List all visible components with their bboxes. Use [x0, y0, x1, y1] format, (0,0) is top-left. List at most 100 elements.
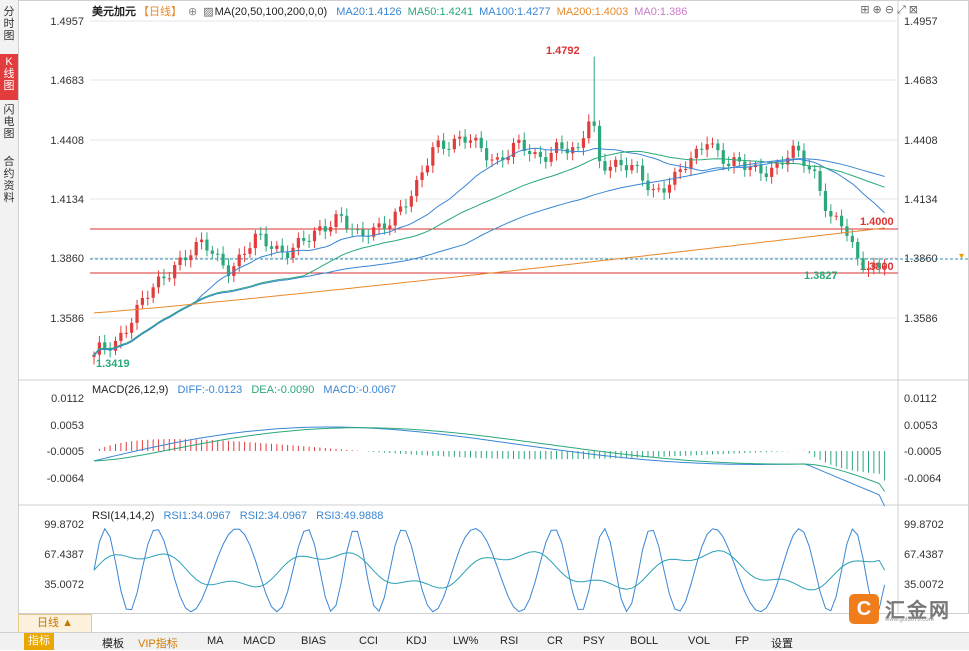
candle-body [571, 147, 575, 154]
candle-body [721, 150, 725, 164]
indicator-2[interactable]: VIP指标 [138, 638, 178, 650]
y-tick-left: 1.4683 [50, 75, 84, 87]
timeframe-selector[interactable]: 日线 ▲ [18, 614, 92, 633]
ma50-line [93, 150, 885, 356]
candle-body [608, 166, 612, 171]
indicator-14[interactable]: FP [735, 635, 750, 647]
candle-body [130, 322, 134, 333]
indicator-15[interactable]: 设置 [771, 638, 793, 650]
indicator-3[interactable]: MA [207, 635, 224, 647]
macd-dea-line [93, 427, 886, 492]
macd-tick-left: -0.0005 [47, 446, 84, 458]
last-price-label: 1.3827 [804, 270, 838, 282]
symbol-name: 美元加元 [92, 6, 136, 18]
indicator-5[interactable]: BIAS [301, 635, 327, 647]
candle-body [323, 226, 327, 232]
period-tag[interactable]: 【日线】 [138, 6, 182, 18]
macd-diff-line [93, 426, 886, 507]
candle-body [662, 188, 666, 193]
ma-value-2: MA100:1.4277 [479, 6, 551, 18]
candle-body [689, 157, 693, 169]
candle-body [377, 223, 381, 228]
candle-body [490, 159, 494, 161]
candle-body [883, 266, 887, 269]
candle-body [307, 240, 311, 242]
candle-body [280, 245, 284, 253]
kline-chart[interactable]: 1.4957 1.4957 1.4683 1.4683 1.4408 1.4408 1.41… [18, 0, 969, 614]
ma-label: MA(20,50,100,200,0,0) [214, 6, 328, 18]
indicator-6[interactable]: CCI [359, 635, 378, 647]
candle-body [458, 136, 462, 139]
indicator-12[interactable]: BOLL [630, 635, 659, 647]
candle-body [312, 230, 317, 242]
candle-body [189, 255, 193, 261]
candle-body [528, 150, 532, 155]
candle-body [447, 148, 451, 150]
candle-body [286, 252, 290, 258]
y-tick-left: 1.3860 [50, 253, 84, 265]
rsi-tick-right: 99.8702 [904, 519, 944, 531]
side-tab-bar: 分时图 K线图闪电图合约资料 [0, 0, 19, 632]
candle-body [479, 137, 483, 149]
candle-body [194, 242, 198, 256]
level-label-1380: 1.3800 [860, 261, 894, 273]
candle-body [829, 211, 833, 217]
candle-body [167, 278, 171, 280]
expand-icon[interactable]: ⤢ [896, 4, 909, 16]
candle-body [743, 161, 747, 170]
candle-body [533, 152, 537, 155]
indicator-bar: 指标 模板 VIP指标 MA MACD BIAS CCI KDJ LW% RSI CR PSY BOLL… [0, 632, 969, 650]
candle-body [259, 233, 263, 235]
candle-body [716, 143, 720, 151]
candle-body [748, 167, 752, 170]
side-tab-2[interactable]: 闪电图 [3, 104, 15, 140]
logo-mark-icon: C [849, 594, 879, 624]
candle-body [764, 173, 768, 177]
zoom-in-icon[interactable]: ⊕ [872, 4, 885, 16]
side-tab-1[interactable]: K线图 [0, 54, 18, 100]
settings-icon[interactable]: ⊕ [188, 6, 198, 18]
candle-body [253, 233, 257, 249]
indicator-8[interactable]: LW% [453, 635, 479, 647]
indicator-4[interactable]: MACD [243, 635, 276, 647]
add-icon[interactable]: ⊞ [860, 4, 873, 16]
close-icon[interactable]: ⊠ [908, 4, 921, 16]
candle-body [544, 157, 548, 162]
rsi3-line [93, 550, 886, 591]
candle-body [710, 143, 715, 145]
side-tab-0[interactable]: 分时图 [3, 6, 15, 42]
candle-body [694, 148, 698, 158]
candle-body [560, 142, 564, 149]
candle-body [339, 214, 344, 216]
ma-value-1: MA50:1.4241 [407, 6, 474, 18]
price-marker-icon: ▾ [959, 251, 964, 262]
zoom-out-icon[interactable]: ⊖ [884, 4, 897, 16]
indicator-10[interactable]: CR [547, 635, 563, 647]
indicator-13[interactable]: VOL [688, 635, 711, 647]
candle-body [398, 206, 403, 212]
candle-body [791, 145, 795, 158]
candle-body [436, 140, 440, 148]
candle-body [334, 214, 338, 228]
candle-body [796, 145, 801, 151]
candle-body [581, 138, 586, 148]
indicator-1[interactable]: 模板 [102, 638, 124, 650]
candle-body [770, 167, 774, 177]
indicator-9[interactable]: RSI [500, 635, 519, 647]
indicator-7[interactable]: KDJ [406, 635, 427, 647]
candle-body [420, 172, 424, 181]
y-tick-right: 1.3586 [904, 313, 938, 325]
indicator-0[interactable]: 指标 [24, 633, 54, 650]
candle-body [463, 136, 467, 143]
candle-body [501, 157, 505, 161]
macd-tick-left: 0.0053 [50, 420, 84, 432]
candle-body [382, 223, 387, 230]
rsi1-line [93, 527, 886, 613]
candle-body [393, 211, 397, 226]
indicator-11[interactable]: PSY [583, 635, 606, 647]
candle-body [205, 239, 209, 251]
candle-body [511, 142, 516, 157]
chart-toolbar: ⊞⊕⊖⤢⊠ [860, 3, 921, 17]
ma-value-3: MA200:1.4003 [556, 6, 629, 18]
side-tab-3[interactable]: 合约资料 [3, 156, 15, 204]
